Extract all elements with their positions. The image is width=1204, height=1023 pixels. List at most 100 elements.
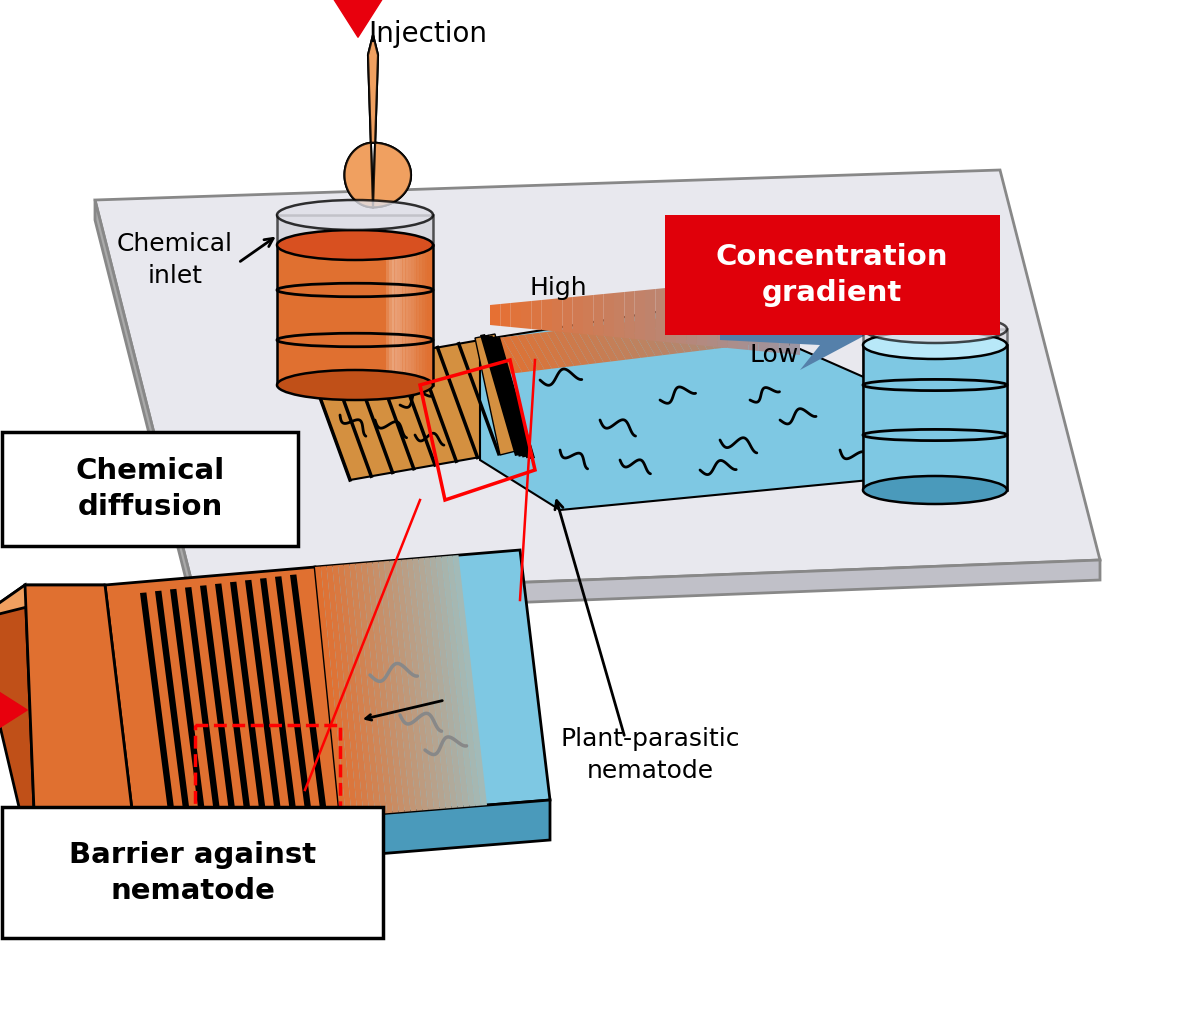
Polygon shape [277, 215, 433, 244]
Polygon shape [732, 309, 759, 345]
Polygon shape [697, 284, 707, 346]
Polygon shape [135, 817, 340, 875]
Polygon shape [0, 585, 35, 875]
Polygon shape [484, 335, 524, 456]
Polygon shape [309, 340, 520, 480]
Polygon shape [798, 301, 826, 337]
Polygon shape [406, 244, 413, 385]
Text: Low: Low [750, 343, 799, 367]
Polygon shape [400, 244, 408, 385]
Polygon shape [344, 35, 411, 208]
Polygon shape [598, 324, 626, 360]
Polygon shape [759, 278, 769, 352]
Polygon shape [195, 560, 1100, 615]
Text: Barrier against
nematode: Barrier against nematode [70, 841, 317, 905]
Polygon shape [666, 287, 675, 343]
Polygon shape [718, 282, 727, 348]
Polygon shape [784, 302, 810, 338]
Polygon shape [724, 309, 751, 346]
Polygon shape [277, 244, 433, 385]
Polygon shape [539, 331, 567, 368]
Polygon shape [584, 326, 610, 362]
Polygon shape [170, 589, 206, 824]
Polygon shape [386, 244, 394, 385]
Polygon shape [509, 336, 537, 371]
Polygon shape [779, 276, 790, 354]
Polygon shape [230, 582, 266, 816]
Polygon shape [476, 333, 520, 455]
Polygon shape [367, 563, 399, 812]
Text: Plant-parasitic
nematode: Plant-parasitic nematode [560, 727, 739, 783]
Ellipse shape [277, 230, 433, 260]
Polygon shape [407, 559, 439, 809]
Polygon shape [791, 302, 819, 338]
Polygon shape [395, 560, 429, 810]
Polygon shape [790, 275, 799, 355]
Polygon shape [727, 281, 738, 349]
Polygon shape [820, 298, 848, 333]
Polygon shape [561, 329, 589, 365]
FancyBboxPatch shape [2, 432, 299, 546]
Polygon shape [686, 285, 697, 345]
Polygon shape [687, 314, 715, 350]
Polygon shape [769, 277, 779, 353]
Polygon shape [657, 317, 685, 353]
Polygon shape [768, 304, 796, 340]
Polygon shape [216, 583, 252, 818]
Polygon shape [412, 244, 419, 385]
Polygon shape [606, 324, 633, 360]
Polygon shape [315, 567, 346, 817]
Polygon shape [777, 303, 803, 339]
Polygon shape [551, 298, 562, 332]
Polygon shape [843, 295, 870, 330]
Polygon shape [349, 564, 382, 814]
Polygon shape [35, 835, 135, 875]
Polygon shape [577, 327, 603, 363]
Polygon shape [490, 304, 501, 326]
Polygon shape [338, 565, 370, 815]
Polygon shape [562, 297, 573, 333]
Polygon shape [591, 325, 619, 361]
Polygon shape [625, 291, 635, 339]
Polygon shape [361, 563, 393, 813]
Polygon shape [260, 578, 296, 812]
Polygon shape [532, 332, 559, 368]
Polygon shape [568, 328, 596, 364]
Polygon shape [675, 286, 686, 344]
Polygon shape [863, 329, 1007, 490]
Polygon shape [573, 296, 583, 333]
Polygon shape [140, 592, 176, 827]
Polygon shape [531, 300, 542, 330]
Polygon shape [636, 320, 662, 356]
Polygon shape [408, 244, 417, 385]
Polygon shape [344, 35, 411, 208]
Polygon shape [447, 555, 482, 806]
Polygon shape [397, 244, 405, 385]
Ellipse shape [277, 201, 433, 230]
Polygon shape [635, 290, 645, 340]
Ellipse shape [863, 315, 1007, 343]
Polygon shape [403, 244, 411, 385]
Polygon shape [95, 170, 1100, 595]
Polygon shape [389, 244, 397, 385]
Polygon shape [754, 306, 781, 342]
Polygon shape [813, 299, 840, 335]
Polygon shape [655, 288, 666, 342]
Polygon shape [695, 313, 722, 349]
Polygon shape [828, 297, 855, 332]
Polygon shape [320, 566, 352, 816]
Polygon shape [707, 283, 718, 347]
Text: Injection: Injection [368, 20, 488, 48]
FancyBboxPatch shape [665, 215, 1001, 335]
Polygon shape [395, 244, 402, 385]
Polygon shape [554, 330, 582, 366]
FancyBboxPatch shape [2, 807, 383, 938]
Polygon shape [390, 561, 423, 811]
Polygon shape [315, 550, 550, 817]
Polygon shape [436, 557, 470, 807]
Polygon shape [105, 567, 340, 835]
Polygon shape [720, 290, 875, 370]
Polygon shape [424, 558, 458, 808]
Polygon shape [495, 337, 535, 459]
Polygon shape [643, 319, 671, 355]
